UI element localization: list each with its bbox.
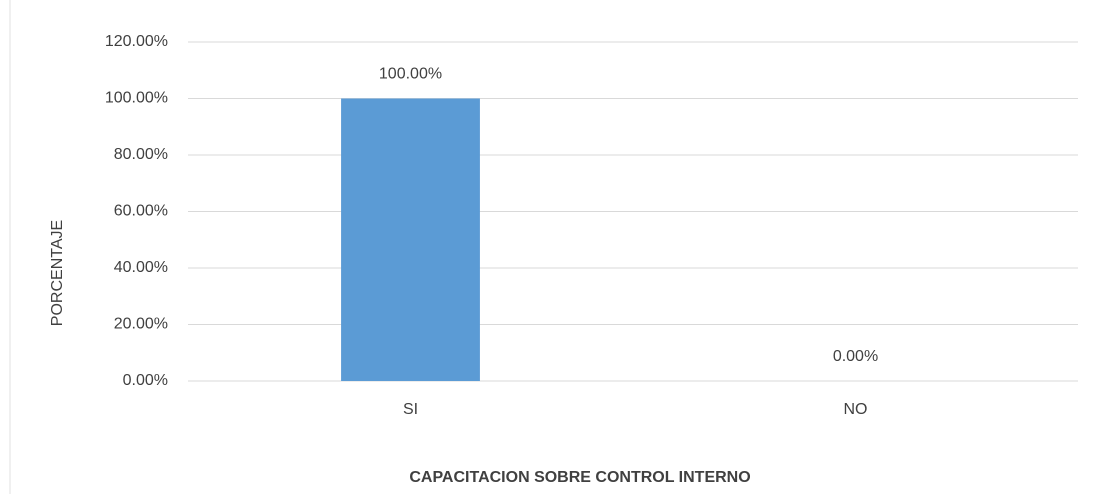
bar	[341, 98, 480, 381]
y-tick-label: 120.00%	[105, 33, 168, 50]
y-axis-label: PORCENTAJE	[49, 220, 66, 326]
y-tick-label: 20.00%	[114, 316, 168, 333]
y-tick-label: 0.00%	[123, 372, 168, 389]
y-tick-label: 40.00%	[114, 259, 168, 276]
data-label: 0.00%	[833, 348, 878, 365]
y-tick-label: 100.00%	[105, 90, 168, 107]
x-tick-label: SI	[403, 401, 418, 418]
data-label: 100.00%	[379, 66, 442, 83]
x-axis-label: CAPACITACION SOBRE CONTROL INTERNO	[409, 469, 750, 486]
y-tick-label: 60.00%	[114, 203, 168, 220]
y-tick-label: 80.00%	[114, 146, 168, 163]
x-tick-label: NO	[844, 401, 868, 418]
